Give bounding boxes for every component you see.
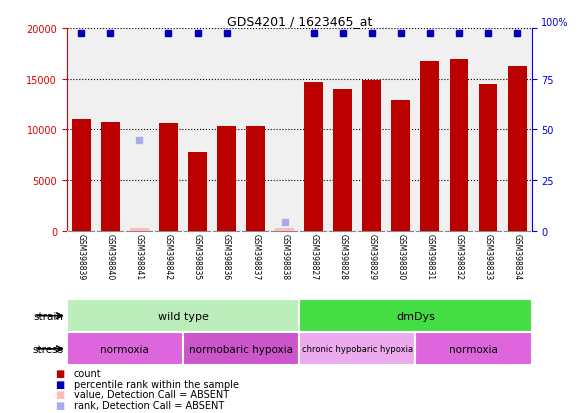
Text: wild type: wild type (157, 311, 209, 321)
Text: ■: ■ (55, 389, 64, 399)
Bar (333, 90, 352, 231)
Bar (363, 81, 381, 231)
Bar (479, 85, 497, 231)
Text: stress: stress (33, 344, 64, 354)
Text: normobaric hypoxia: normobaric hypoxia (189, 344, 293, 354)
Text: GSM398840: GSM398840 (106, 233, 115, 280)
Bar (421, 62, 439, 231)
Text: GSM398830: GSM398830 (396, 233, 406, 280)
Text: GSM398831: GSM398831 (425, 233, 435, 279)
Text: chronic hypobaric hypoxia: chronic hypobaric hypoxia (302, 344, 413, 354)
Text: dmDys: dmDys (396, 311, 435, 321)
Text: GSM398836: GSM398836 (222, 233, 231, 280)
Text: GSM398829: GSM398829 (367, 233, 376, 279)
Text: GSM398828: GSM398828 (338, 233, 347, 279)
Text: ■: ■ (55, 379, 64, 389)
Text: percentile rank within the sample: percentile rank within the sample (74, 379, 239, 389)
Text: ■: ■ (55, 368, 64, 378)
Text: count: count (74, 368, 102, 378)
Text: GSM398838: GSM398838 (280, 233, 289, 279)
Text: strain: strain (34, 311, 64, 321)
Text: normoxia: normoxia (101, 344, 149, 354)
Text: ■: ■ (55, 400, 64, 410)
Bar (188, 152, 207, 231)
Text: GSM398834: GSM398834 (512, 233, 522, 280)
Bar (217, 127, 236, 231)
Text: GSM398839: GSM398839 (77, 233, 86, 280)
Bar (299, 299, 532, 332)
Bar (130, 228, 149, 231)
Text: 100%: 100% (541, 18, 568, 28)
Title: GDS4201 / 1623465_at: GDS4201 / 1623465_at (227, 15, 372, 28)
Bar (101, 123, 120, 231)
Bar (450, 60, 468, 231)
Text: GSM398832: GSM398832 (454, 233, 464, 279)
Text: rank, Detection Call = ABSENT: rank, Detection Call = ABSENT (74, 400, 224, 410)
Bar (159, 124, 178, 231)
Bar (415, 332, 532, 366)
Text: GSM398827: GSM398827 (309, 233, 318, 279)
Bar (67, 332, 183, 366)
Text: GSM398841: GSM398841 (135, 233, 144, 279)
Bar (304, 83, 323, 231)
Text: GSM398835: GSM398835 (193, 233, 202, 280)
Text: normoxia: normoxia (449, 344, 498, 354)
Bar (392, 101, 410, 231)
Bar (183, 332, 299, 366)
Bar (72, 120, 91, 231)
Text: GSM398842: GSM398842 (164, 233, 173, 279)
Text: GSM398837: GSM398837 (251, 233, 260, 280)
Bar (275, 228, 294, 231)
Bar (246, 127, 265, 231)
Bar (299, 332, 415, 366)
Text: GSM398833: GSM398833 (483, 233, 493, 280)
Bar (508, 66, 526, 231)
Bar (67, 299, 299, 332)
Text: value, Detection Call = ABSENT: value, Detection Call = ABSENT (74, 389, 229, 399)
